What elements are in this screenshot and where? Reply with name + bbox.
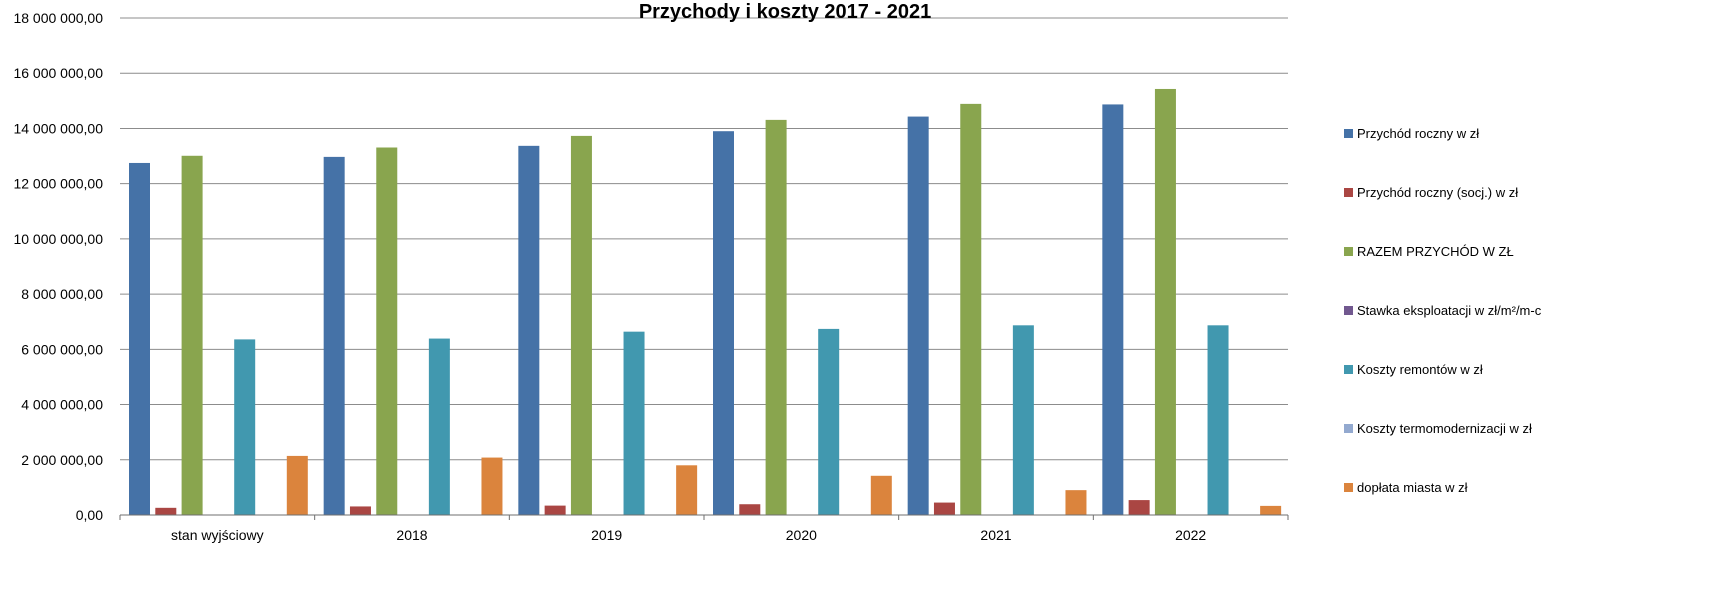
legend-label: Koszty termomodernizacji w zł bbox=[1357, 421, 1532, 436]
legend-swatch bbox=[1344, 247, 1353, 256]
x-tick-label: 2019 bbox=[591, 527, 622, 543]
y-axis: 0,00 2 000 000,00 4 000 000,00 6 000 000,00… bbox=[13, 10, 103, 523]
legend-label: Przychód roczny (socj.) w zł bbox=[1357, 185, 1518, 200]
bar-6-5 bbox=[1260, 505, 1282, 515]
x-tick-label: stan wyjściowy bbox=[171, 527, 264, 543]
gridlines bbox=[120, 17, 1288, 516]
chart-title: Przychody i koszty 2017 - 2021 bbox=[639, 1, 931, 23]
bar-1-4 bbox=[933, 502, 955, 515]
bars bbox=[129, 88, 1282, 516]
legend: Przychód roczny w zł Przychód roczny (soc… bbox=[1344, 126, 1542, 495]
legend-label: Stawka eksploatacji w zł/m²/m-c bbox=[1357, 303, 1542, 318]
legend-label: Koszty remontów w zł bbox=[1357, 362, 1483, 377]
legend-swatch bbox=[1344, 188, 1353, 197]
bar-2-1 bbox=[376, 147, 398, 516]
bar-0-4 bbox=[907, 116, 929, 516]
y-tick-label: 18 000 000,00 bbox=[13, 10, 103, 26]
bar-4-2 bbox=[623, 331, 645, 515]
bar-2-4 bbox=[960, 103, 982, 516]
y-tick-label: 16 000 000,00 bbox=[13, 65, 103, 81]
legend-swatch bbox=[1344, 483, 1353, 492]
x-tick-label: 2021 bbox=[980, 527, 1011, 543]
legend-swatch bbox=[1344, 365, 1353, 374]
bar-2-0 bbox=[181, 155, 203, 515]
bar-6-2 bbox=[676, 465, 698, 515]
bar-4-0 bbox=[234, 339, 256, 515]
x-axis: stan wyjściowy 2018 2019 2020 2021 2022 bbox=[119, 514, 1289, 543]
bar-0-3 bbox=[713, 131, 734, 515]
y-tick-label: 0,00 bbox=[76, 507, 103, 523]
bar-2-2 bbox=[570, 135, 592, 515]
legend-label: Przychód roczny w zł bbox=[1357, 126, 1479, 141]
y-tick-label: 14 000 000,00 bbox=[13, 120, 103, 136]
bar-0-1 bbox=[323, 156, 345, 515]
legend-swatch bbox=[1344, 129, 1353, 138]
bar-2-3 bbox=[765, 119, 787, 515]
bar-1-5 bbox=[1128, 500, 1150, 515]
x-tick-label: 2022 bbox=[1175, 527, 1206, 543]
bar-6-4 bbox=[1065, 490, 1087, 515]
legend-swatch bbox=[1344, 306, 1353, 315]
bar-1-3 bbox=[739, 504, 761, 515]
y-tick-label: 4 000 000,00 bbox=[21, 397, 103, 413]
bar-0-5 bbox=[1102, 104, 1124, 515]
bar-6-3 bbox=[870, 475, 892, 515]
y-tick-label: 12 000 000,00 bbox=[13, 176, 103, 192]
bar-4-5 bbox=[1207, 325, 1229, 515]
bar-6-1 bbox=[481, 457, 503, 515]
bar-4-4 bbox=[1012, 325, 1034, 515]
legend-swatch bbox=[1344, 424, 1353, 433]
bar-4-3 bbox=[818, 328, 840, 515]
bar-6-0 bbox=[286, 455, 308, 515]
legend-label: dopłata miasta w zł bbox=[1357, 480, 1468, 495]
bar-1-1 bbox=[349, 506, 371, 515]
x-tick-label: 2020 bbox=[786, 527, 817, 543]
y-tick-label: 8 000 000,00 bbox=[21, 286, 103, 302]
bar-2-5 bbox=[1154, 88, 1176, 515]
bar-1-0 bbox=[155, 507, 177, 515]
x-tick-label: 2018 bbox=[396, 527, 427, 543]
bar-4-1 bbox=[428, 338, 450, 515]
bar-1-2 bbox=[544, 505, 566, 515]
legend-label: RAZEM PRZYCHÓD W ZŁ bbox=[1357, 244, 1514, 259]
y-tick-label: 2 000 000,00 bbox=[21, 452, 103, 468]
bar-0-0 bbox=[129, 162, 150, 516]
y-tick-label: 6 000 000,00 bbox=[21, 341, 103, 357]
y-tick-label: 10 000 000,00 bbox=[13, 231, 103, 247]
bar-0-2 bbox=[518, 145, 540, 515]
